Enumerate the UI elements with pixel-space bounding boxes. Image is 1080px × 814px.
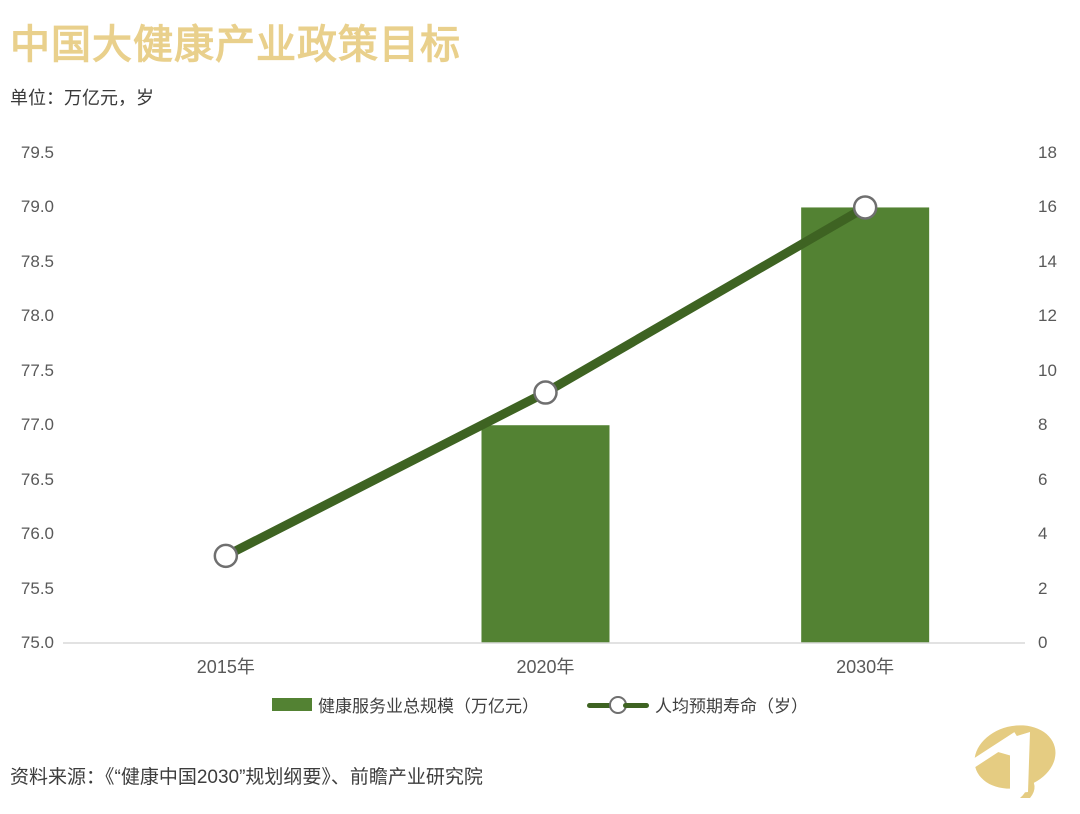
y-right-tick-label: 14 (1038, 251, 1057, 271)
line-marker-2015年 (213, 543, 239, 569)
y-left-tick-label: 77.0 (20, 415, 54, 435)
y-right-tick-label: 18 (1038, 143, 1057, 162)
x-tick-label: 2015年 (196, 657, 255, 677)
plot-svg (63, 195, 1025, 644)
bar-2030年 (801, 207, 930, 643)
legend-item-bar-series: 健康服务业总规模（万亿元） (272, 692, 539, 717)
line-marker-2020年 (533, 380, 558, 405)
x-tick-label: 2030年 (836, 657, 895, 677)
y-right-tick-label: 16 (1038, 197, 1057, 217)
chart-area: 75.0 75.5 76.0 76.5 77.0 77.5 78.0 78.5 79.0 79.5… (0, 130, 1080, 690)
y-right-tick-label: 4 (1038, 524, 1048, 544)
y-left-tick-label: 76.5 (20, 469, 54, 489)
line-marker-2030年 (852, 195, 878, 220)
line-marker-swatch-icon (587, 695, 649, 715)
y-left-tick-label: 76.0 (20, 524, 54, 544)
page-title: 中国大健康产业政策目标 (10, 23, 461, 67)
y-right-tick-label: 8 (1038, 415, 1048, 435)
y-left-tick-label: 78.5 (20, 251, 54, 271)
y-left-tick-label: 79.5 (20, 143, 54, 162)
source-text: 资料来源：《“健康中国2030”规划纲要》、前瞻产业研究院 (10, 767, 483, 788)
y-right-tick-label: 6 (1038, 469, 1048, 489)
y-right-tick-label: 0 (1038, 633, 1048, 652)
legend: 健康服务业总规模（万亿元） 人均预期寿命（岁） (0, 692, 1080, 717)
y-left-tick-label: 77.5 (20, 360, 54, 380)
y-right-tick-label: 12 (1038, 306, 1057, 326)
bar-2020年 (481, 425, 610, 643)
legend-item-line-series: 人均预期寿命（岁） (587, 692, 808, 717)
unit-label: 单位：万亿元，岁 (10, 88, 154, 108)
legend-label: 人均预期寿命（岁） (655, 697, 808, 716)
bar-swatch-icon (272, 698, 312, 711)
x-tick-label: 2020年 (516, 657, 575, 677)
y-left-tick-label: 78.0 (20, 306, 54, 326)
y-left-tick-label: 75.0 (20, 633, 54, 652)
y-right-tick-label: 2 (1038, 578, 1048, 598)
qianzhan-logo-icon (970, 725, 1056, 798)
y-left-tick-label: 79.0 (20, 197, 54, 217)
y-left-tick-label: 75.5 (20, 578, 54, 598)
y-right-tick-label: 10 (1038, 360, 1057, 380)
legend-label: 健康服务业总规模（万亿元） (318, 697, 539, 716)
